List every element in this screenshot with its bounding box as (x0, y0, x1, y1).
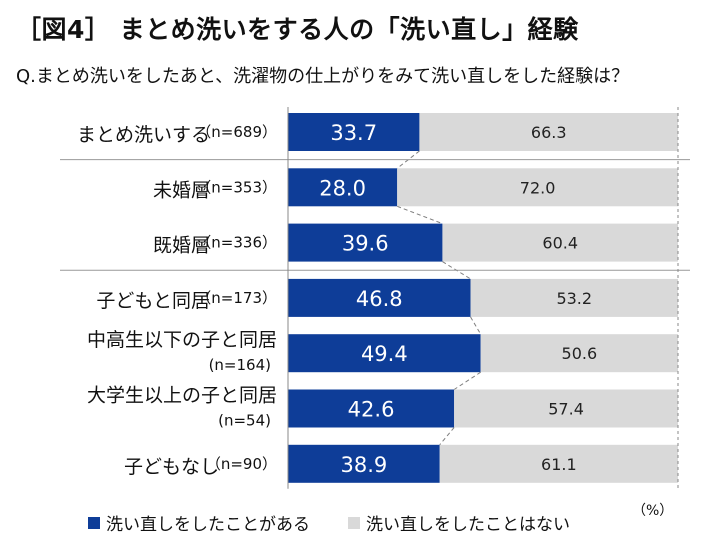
category-n-3: （n=173） (196, 289, 277, 307)
bar-no-1 (397, 168, 678, 207)
value-label-no-4: 50.6 (562, 344, 598, 363)
category-n-1: （n=353） (196, 178, 277, 196)
legend-item-no: 洗い直しをしたことはない (348, 510, 570, 535)
unit-label: （%） (632, 503, 674, 519)
connector-line-3 (470, 316, 482, 335)
bar-yes-1 (288, 168, 398, 207)
bar-yes-4 (288, 334, 481, 373)
value-label-no-5: 57.4 (548, 400, 584, 419)
bar-yes-3 (288, 278, 471, 317)
category-label-2: 既婚層 (153, 235, 210, 257)
legend-swatch-yes (88, 516, 100, 529)
bar-yes-0 (288, 113, 420, 151)
category-n-5: (n=54) (218, 412, 271, 430)
category-label-0: まとめ洗いする (77, 124, 210, 146)
category-n-6: （n=90） (206, 455, 277, 473)
legend-item-yes: 洗い直しをしたことがある (88, 510, 310, 535)
category-n-4: (n=164) (209, 356, 271, 374)
value-label-yes-3: 46.8 (356, 287, 403, 311)
bar-no-6 (439, 444, 678, 483)
bar-yes-5 (288, 389, 455, 428)
value-label-yes-4: 49.4 (361, 342, 408, 366)
legend: 洗い直しをしたことがある 洗い直しをしたことはない (88, 510, 600, 535)
category-label-3: 子どもと同居 (96, 290, 210, 312)
category-label-4: 中高生以下の子と同居 (87, 329, 277, 351)
value-label-no-2: 60.4 (542, 234, 578, 253)
legend-label-yes: 洗い直しをしたことがある (106, 515, 310, 535)
value-label-no-3: 53.2 (556, 289, 592, 308)
bar-no-0 (419, 113, 678, 151)
value-label-no-1: 72.0 (520, 178, 556, 197)
bar-no-4 (480, 334, 678, 373)
bar-no-2 (442, 223, 678, 262)
category-label-5: 大学生以上の子と同居 (87, 385, 277, 407)
category-label-6: 子どもなし (124, 456, 219, 478)
legend-label-no: 洗い直しをしたことはない (366, 515, 570, 535)
category-n-2: （n=336） (196, 234, 277, 252)
value-label-yes-2: 39.6 (342, 232, 389, 256)
value-label-no-6: 61.1 (541, 455, 577, 474)
value-label-yes-5: 42.6 (348, 398, 395, 422)
value-label-yes-6: 38.9 (340, 453, 387, 477)
connector-line-1 (397, 205, 443, 225)
category-n-0: （n=689） (196, 123, 277, 141)
bar-no-3 (470, 278, 678, 317)
legend-swatch-no (348, 516, 360, 529)
value-label-no-0: 66.3 (531, 123, 567, 142)
question-text: Q.まとめ洗いをしたあと、洗濯物の仕上がりをみて洗い直しをした経験は？ (16, 66, 630, 87)
connector-line-5 (439, 427, 455, 446)
category-label-1: 未婚層 (153, 179, 210, 201)
bar-yes-2 (288, 223, 443, 262)
chart-title: ［図4］ まとめ洗いをする人の「洗い直し」経験 (16, 15, 579, 44)
bar-yes-6 (288, 444, 440, 483)
value-label-yes-0: 33.7 (330, 121, 377, 145)
value-label-yes-1: 28.0 (319, 176, 366, 200)
connector-line-4 (453, 371, 481, 390)
bar-no-5 (454, 389, 678, 428)
